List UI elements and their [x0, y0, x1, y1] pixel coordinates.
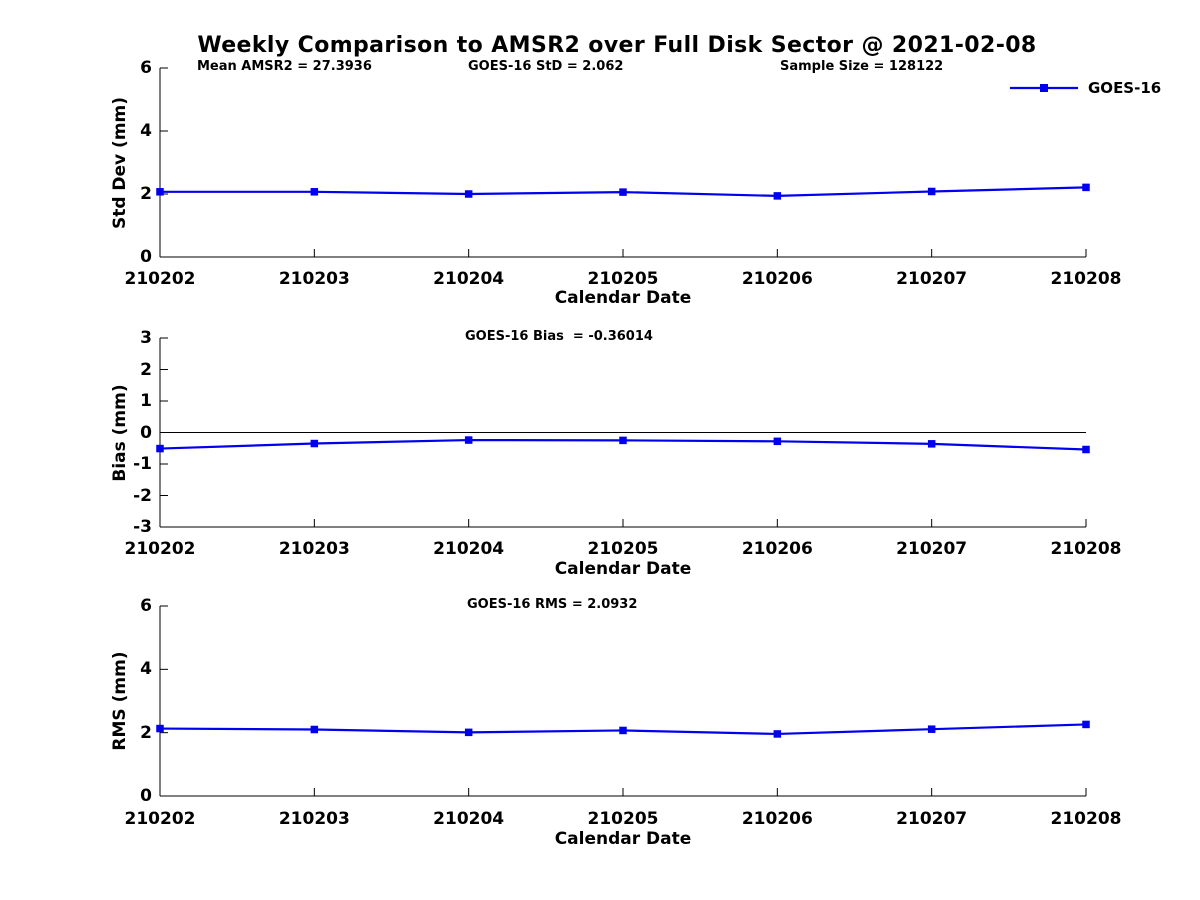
bias-data-point [310, 439, 319, 448]
std-dev-data-point [773, 192, 782, 200]
rms-x-tick-label: 210206 [741, 809, 813, 829]
bias-x-tick-label: 210202 [124, 539, 196, 559]
chart-title: Weekly Comparison to AMSR2 over Full Dis… [197, 33, 1037, 58]
std-dev-x-tick-label: 210206 [741, 269, 813, 289]
bias-x-tick-label: 210203 [278, 539, 350, 559]
std-dev-data-point [1082, 183, 1090, 192]
rms-x-tick-label: 210208 [1050, 809, 1122, 829]
std-dev-x-tick-label: 210207 [896, 269, 968, 289]
std-dev-y-axis-label: Std Dev (mm) [110, 96, 130, 229]
legend: GOES-16 [1005, 78, 1161, 98]
std-dev-x-tick-label: 210205 [587, 269, 659, 289]
rms-data-point [773, 730, 782, 738]
rms-y-tick-label: 2 [140, 722, 152, 743]
bias-y-tick-label: 0 [140, 422, 152, 443]
rms-y-tick-label: 4 [140, 659, 152, 680]
rms-x-axis-label: Calendar Date [554, 829, 692, 849]
legend-swatch [1010, 84, 1078, 92]
std-dev-y-tick-label: 2 [140, 184, 152, 204]
bias-x-tick-label: 210204 [433, 539, 505, 559]
rms-data-point [464, 728, 473, 737]
std-dev-data-point [619, 188, 627, 196]
rms-y-tick-label: 6 [140, 596, 152, 616]
std-dev-x-axis-label: Calendar Date [554, 288, 692, 308]
rms-data-point [156, 724, 164, 733]
bias-y-tick-label: 3 [140, 328, 152, 348]
std-dev-x-tick-label: 210204 [433, 269, 505, 289]
bias-y-tick-label: 2 [140, 359, 152, 380]
rms-x-tick-label: 210207 [896, 809, 968, 829]
std-dev-x-tick-label: 210203 [278, 269, 350, 289]
std-dev-data-point [156, 188, 164, 196]
bias-data-point [156, 444, 164, 453]
rms-x-tick-label: 210204 [433, 809, 505, 829]
bias-x-tick-label: 210206 [741, 539, 813, 559]
legend-marker-sample [1040, 84, 1048, 92]
bias-y-tick-label: -2 [133, 485, 152, 506]
bias-data-point [927, 440, 936, 448]
rms-data-point [927, 725, 936, 733]
legend-label: GOES-16 [1088, 79, 1162, 97]
std-dev-y-tick-label: 6 [140, 58, 152, 78]
std-dev-x-tick-label: 210202 [124, 269, 196, 289]
rms-data-point [310, 725, 319, 734]
bias-x-axis-label: Calendar Date [554, 559, 692, 579]
bias-data-point [773, 437, 782, 446]
rms-x-tick-label: 210205 [587, 809, 659, 829]
std-dev-annotation: Sample Size = 128122 [780, 59, 944, 74]
std-dev-annotation: GOES-16 StD = 2.062 [468, 59, 624, 74]
bias-y-tick-label: 1 [140, 391, 152, 411]
bias-y-tick-label: -1 [133, 454, 152, 474]
std-dev-annotation: Mean AMSR2 = 27.3936 [197, 59, 372, 74]
rms-y-tick-label: 0 [140, 786, 152, 806]
rms-data-point [619, 726, 627, 735]
std-dev-y-tick-label: 0 [140, 247, 152, 267]
bias-y-tick-label: -3 [133, 517, 152, 537]
rms-annotation: GOES-16 RMS = 2.0932 [467, 597, 638, 612]
std-dev-data-point [310, 188, 319, 196]
rms-x-tick-label: 210202 [124, 809, 196, 829]
bias-y-axis-label: Bias (mm) [110, 383, 130, 482]
rms-data-point [1082, 720, 1090, 729]
bias-x-tick-label: 210207 [896, 539, 968, 559]
std-dev-y-tick-label: 4 [140, 121, 152, 141]
bias-x-tick-label: 210208 [1050, 539, 1122, 559]
bias-data-point [464, 436, 473, 444]
bias-x-tick-label: 210205 [587, 539, 659, 559]
bias-data-point [1082, 445, 1090, 454]
rms-x-tick-label: 210203 [278, 809, 350, 829]
std-dev-x-tick-label: 210208 [1050, 269, 1122, 289]
bias-data-point [619, 436, 627, 445]
rms-y-axis-label: RMS (mm) [110, 651, 130, 751]
std-dev-data-point [927, 187, 936, 196]
std-dev-data-point [464, 190, 473, 198]
bias-annotation: GOES-16 Bias = -0.36014 [465, 329, 653, 344]
